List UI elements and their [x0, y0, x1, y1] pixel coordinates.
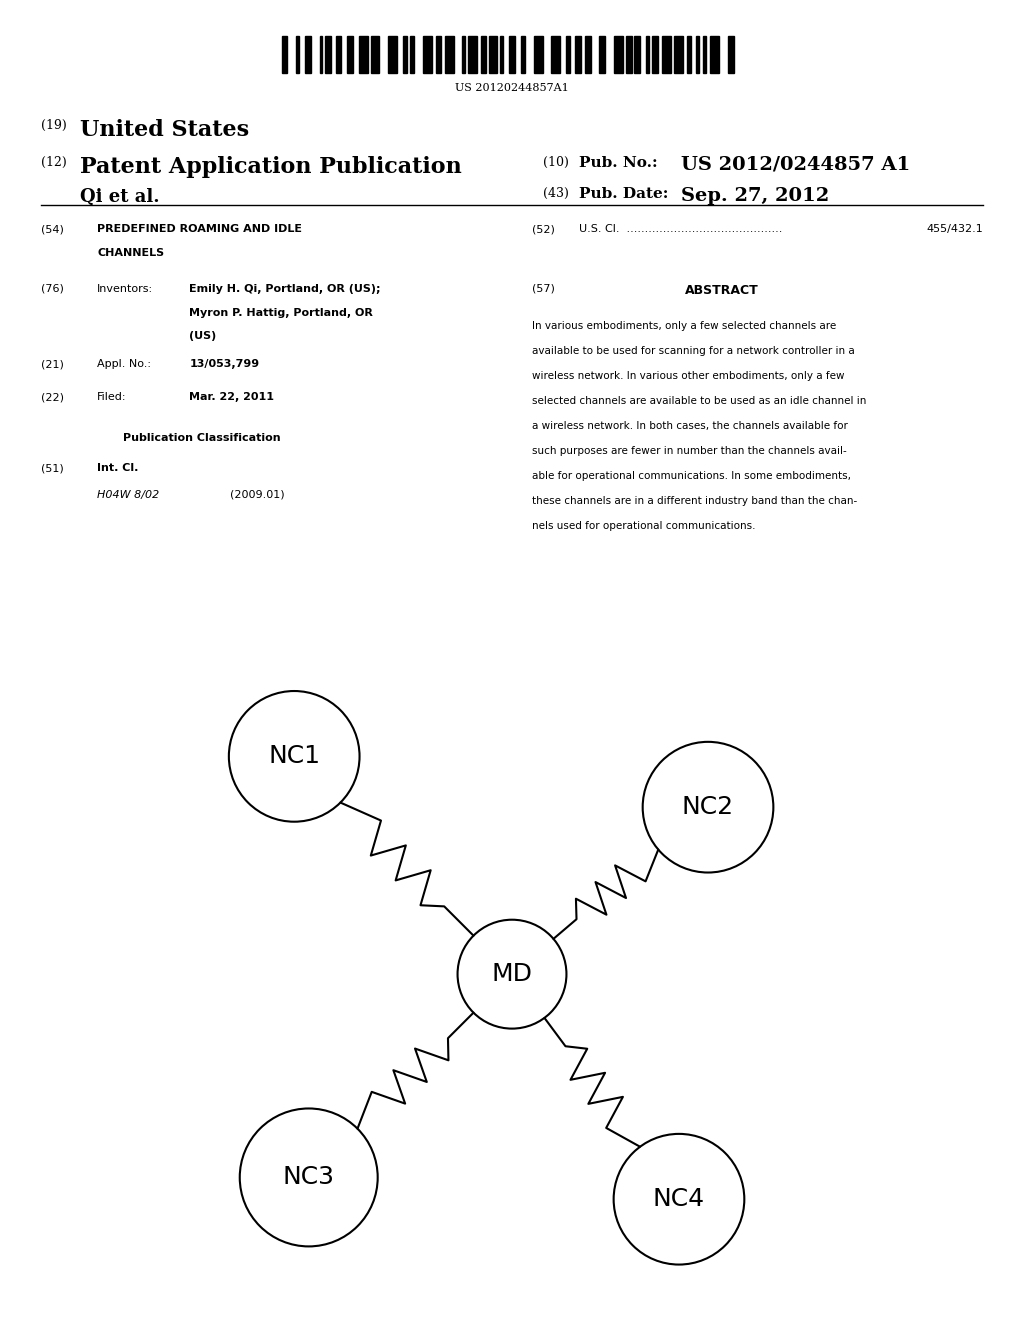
Text: H04W 8/02: H04W 8/02 [97, 490, 160, 500]
Text: (43): (43) [543, 187, 568, 201]
Bar [663, 36, 671, 73]
Bar [626, 36, 632, 73]
Bar [711, 36, 719, 73]
Bar [551, 36, 560, 73]
Bar [488, 36, 498, 73]
Bar [371, 36, 379, 73]
Text: NC3: NC3 [283, 1166, 335, 1189]
Text: (19): (19) [41, 119, 67, 132]
Bar [326, 36, 331, 73]
Text: (21): (21) [41, 359, 63, 370]
Text: Appl. No.:: Appl. No.: [97, 359, 152, 370]
Bar [468, 36, 477, 73]
Text: a wireless network. In both cases, the channels available for: a wireless network. In both cases, the c… [532, 421, 848, 432]
Text: (51): (51) [41, 463, 63, 474]
Bar [336, 36, 341, 73]
Bar [305, 36, 310, 73]
Text: US 2012/0244857 A1: US 2012/0244857 A1 [681, 156, 910, 174]
Text: 13/053,799: 13/053,799 [189, 359, 259, 370]
Text: NC1: NC1 [268, 744, 321, 768]
Text: (57): (57) [532, 284, 555, 294]
Bar [410, 36, 415, 73]
Bar [347, 36, 353, 73]
Text: able for operational communications. In some embodiments,: able for operational communications. In … [532, 471, 852, 482]
Bar [635, 36, 640, 73]
Bar [728, 36, 733, 73]
Text: Pub. Date:: Pub. Date: [579, 187, 668, 202]
Text: Filed:: Filed: [97, 392, 127, 403]
Text: selected channels are available to be used as an idle channel in: selected channels are available to be us… [532, 396, 867, 407]
Bar [481, 36, 485, 73]
Text: Sep. 27, 2012: Sep. 27, 2012 [681, 187, 829, 206]
Text: (76): (76) [41, 284, 63, 294]
Bar [521, 36, 525, 73]
Text: these channels are in a different industry band than the chan-: these channels are in a different indust… [532, 496, 858, 507]
Text: US 20120244857A1: US 20120244857A1 [455, 83, 569, 94]
Bar [402, 36, 407, 73]
Text: Publication Classification: Publication Classification [123, 433, 281, 444]
Text: (54): (54) [41, 224, 63, 235]
Text: NC2: NC2 [682, 795, 734, 820]
Text: Myron P. Hattig, Portland, OR: Myron P. Hattig, Portland, OR [189, 308, 374, 318]
Bar [501, 36, 503, 73]
Text: nels used for operational communications.: nels used for operational communications… [532, 521, 756, 532]
Bar [463, 36, 465, 73]
Text: wireless network. In various other embodiments, only a few: wireless network. In various other embod… [532, 371, 845, 381]
Bar [282, 36, 288, 73]
Text: (22): (22) [41, 392, 63, 403]
Bar [614, 36, 623, 73]
Bar [585, 36, 591, 73]
Bar [423, 36, 432, 73]
Text: (US): (US) [189, 331, 217, 342]
Text: Pub. No.:: Pub. No.: [579, 156, 657, 170]
Bar [703, 36, 706, 73]
Text: Patent Application Publication: Patent Application Publication [80, 156, 462, 178]
Text: NC4: NC4 [653, 1187, 706, 1212]
Text: Qi et al.: Qi et al. [80, 187, 160, 206]
Text: CHANNELS: CHANNELS [97, 248, 165, 259]
Bar [652, 36, 657, 73]
Bar [534, 36, 543, 73]
Bar [388, 36, 396, 73]
Bar [599, 36, 605, 73]
Text: MD: MD [492, 962, 532, 986]
Bar [296, 36, 299, 73]
Text: PREDEFINED ROAMING AND IDLE: PREDEFINED ROAMING AND IDLE [97, 224, 302, 235]
Text: available to be used for scanning for a network controller in a: available to be used for scanning for a … [532, 346, 855, 356]
Bar [687, 36, 691, 73]
Bar [444, 36, 454, 73]
Text: Emily H. Qi, Portland, OR (US);: Emily H. Qi, Portland, OR (US); [189, 284, 381, 294]
Bar [566, 36, 570, 73]
Bar [695, 36, 698, 73]
Bar [358, 36, 368, 73]
Bar [436, 36, 440, 73]
Bar [319, 36, 323, 73]
Text: U.S. Cl.  ...........................................: U.S. Cl. ...............................… [579, 224, 782, 235]
Text: Inventors:: Inventors: [97, 284, 154, 294]
Bar [509, 36, 515, 73]
Text: 455/432.1: 455/432.1 [927, 224, 983, 235]
Text: such purposes are fewer in number than the channels avail-: such purposes are fewer in number than t… [532, 446, 847, 457]
Text: United States: United States [80, 119, 249, 141]
Text: Int. Cl.: Int. Cl. [97, 463, 138, 474]
Bar [674, 36, 683, 73]
Text: (2009.01): (2009.01) [230, 490, 285, 500]
Text: ABSTRACT: ABSTRACT [685, 284, 759, 297]
Text: (52): (52) [532, 224, 555, 235]
Bar [646, 36, 649, 73]
Text: In various embodiments, only a few selected channels are: In various embodiments, only a few selec… [532, 321, 837, 331]
Text: Mar. 22, 2011: Mar. 22, 2011 [189, 392, 274, 403]
Text: (10): (10) [543, 156, 568, 169]
Bar [574, 36, 581, 73]
Text: (12): (12) [41, 156, 67, 169]
